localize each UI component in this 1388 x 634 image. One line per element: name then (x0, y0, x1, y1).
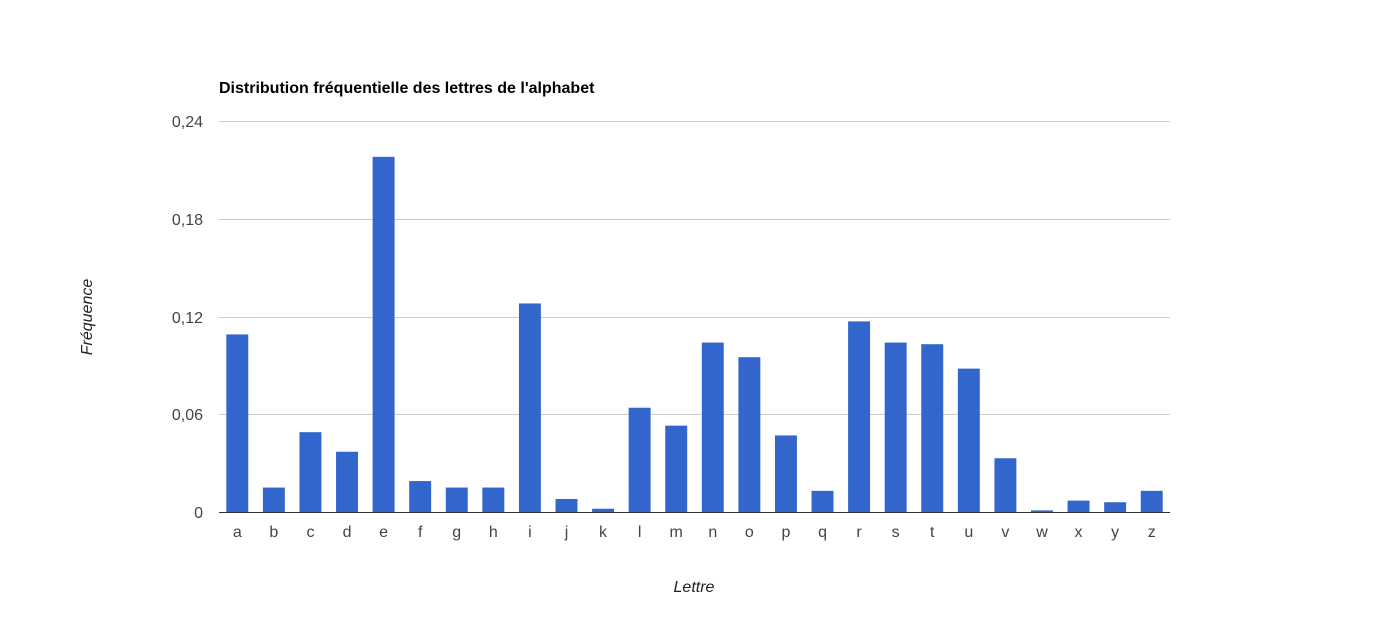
bar-z (1140, 490, 1163, 512)
x-tick-label: p (781, 524, 790, 541)
y-tick-label: 0 (194, 505, 203, 522)
bar-n (701, 342, 724, 512)
x-tick-label: s (892, 524, 900, 541)
bar-j (555, 498, 578, 512)
bar-q (811, 490, 834, 512)
x-tick-label: f (418, 524, 423, 541)
y-tick-label: 0,12 (172, 310, 203, 327)
bar-g (445, 487, 468, 512)
x-tick-label: v (1001, 524, 1009, 541)
x-tick-label: e (379, 524, 388, 541)
bar-a (226, 334, 249, 512)
bar-l (628, 407, 651, 512)
x-tick-label: x (1075, 524, 1083, 541)
bar-b (262, 487, 285, 512)
x-tick-label: k (599, 524, 608, 541)
bar-t (921, 344, 944, 512)
x-tick-label: o (745, 524, 754, 541)
bar-x (1067, 500, 1090, 512)
bar-v (994, 458, 1017, 512)
y-tick-label: 0,06 (172, 407, 203, 424)
gridlines (219, 121, 1170, 415)
bar-r (848, 321, 871, 512)
x-tick-label: b (269, 524, 278, 541)
x-tick-label: w (1035, 524, 1048, 541)
bar-e (372, 156, 395, 512)
bar-u (957, 368, 980, 512)
y-tick-label: 0,24 (172, 114, 203, 131)
x-tick-label: r (856, 524, 862, 541)
x-tick-label: i (528, 524, 532, 541)
x-tick-label: n (708, 524, 717, 541)
bar-y (1104, 502, 1127, 512)
chart-title: Distribution fréquentielle des lettres d… (219, 80, 595, 97)
bars (226, 156, 1163, 512)
x-tick-label: u (964, 524, 973, 541)
bar-m (665, 425, 688, 512)
x-axis-ticks: a b c d e f g h i j k l m n o p q r s t u v w x y z (233, 524, 1156, 541)
y-tick-label: 0,18 (172, 212, 203, 229)
x-tick-label: d (343, 524, 352, 541)
x-tick-label: c (306, 524, 314, 541)
x-tick-label: h (489, 524, 498, 541)
bar-c (299, 432, 322, 512)
x-tick-label: l (638, 524, 642, 541)
x-tick-label: q (818, 524, 827, 541)
bar-h (482, 487, 505, 512)
bar-o (738, 357, 761, 512)
x-tick-label: t (930, 524, 935, 541)
bar-w (1031, 510, 1053, 512)
bar-i (518, 303, 541, 512)
bar-k (592, 508, 615, 512)
x-tick-label: z (1148, 524, 1156, 541)
x-tick-label: g (452, 524, 461, 541)
x-tick-label: y (1111, 524, 1119, 541)
x-axis-title: Lettre (674, 579, 715, 596)
bar-p (774, 435, 797, 512)
bar-d (336, 451, 358, 512)
y-axis-title: Fréquence (79, 279, 96, 356)
bar-f (409, 481, 432, 512)
bar-s (884, 342, 907, 512)
x-tick-label: m (670, 524, 683, 541)
x-tick-label: a (233, 524, 242, 541)
y-axis-ticks: 0 0,06 0,12 0,18 0,24 (172, 114, 203, 522)
x-tick-label: j (564, 524, 569, 541)
